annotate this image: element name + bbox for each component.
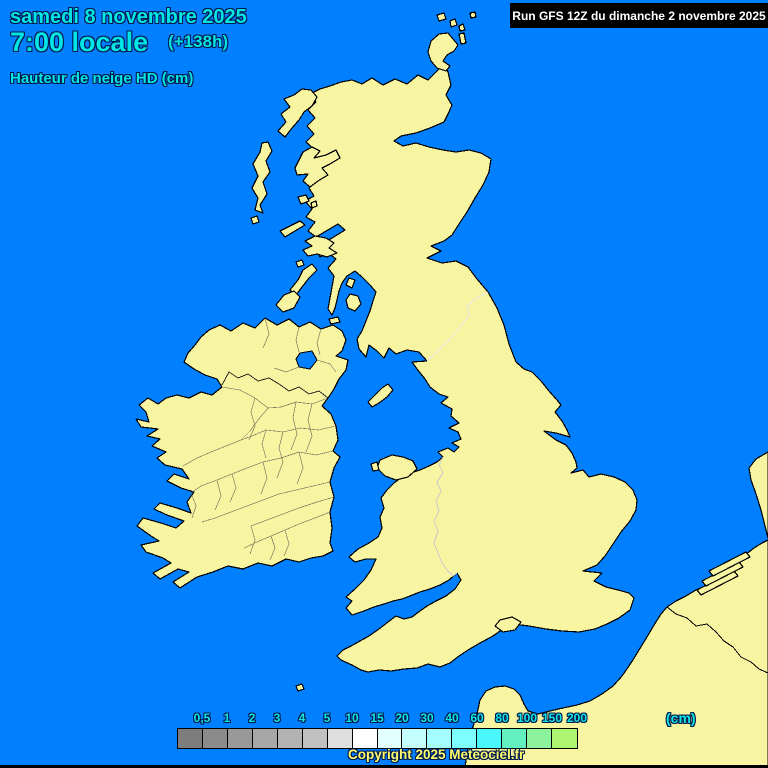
eigg	[310, 200, 318, 209]
legend-cell	[227, 729, 253, 748]
islay	[275, 290, 301, 313]
legend-tick: 4	[298, 711, 306, 725]
legend-cell	[527, 729, 553, 748]
coll-tiree	[279, 220, 306, 238]
legend-cell	[427, 729, 453, 748]
parameter-title: Hauteur de neige HD (cm)	[10, 70, 194, 87]
great-britain	[304, 63, 638, 673]
legend-tick: 200	[566, 711, 588, 725]
legend-tick: 1	[223, 711, 231, 725]
legend-tick: 5	[323, 711, 331, 725]
isle-of-wight	[494, 616, 522, 633]
legend-cell	[302, 729, 328, 748]
legend-tick: 15	[370, 711, 384, 725]
forecast-offset: (+138h)	[168, 32, 229, 51]
lough-neagh	[295, 350, 318, 370]
legend-labels: 0,5 1 2 3 4 5 10 15 20 30 40 60 80 100 150 200	[177, 711, 587, 727]
france-belgium-border	[666, 606, 768, 674]
rathlin	[328, 316, 341, 325]
northern-ireland-border	[221, 371, 329, 399]
legend-tick: 80	[495, 711, 509, 725]
model-run-box: Run GFS 12Z du dimanche 2 novembre 2025	[510, 3, 768, 28]
orkney-islet	[458, 23, 466, 32]
legend-cell	[252, 729, 278, 748]
legend-cells	[177, 728, 578, 749]
zeeland-island	[708, 551, 751, 577]
netherlands-coast	[748, 451, 768, 539]
skye	[294, 146, 341, 188]
legend-cell	[202, 729, 228, 748]
forecast-time: 7:00 locale (+138h)	[10, 27, 228, 58]
legend-tick: 20	[395, 711, 409, 725]
legend-cell	[352, 729, 378, 748]
copyright: Copyright 2025 Meteociel.fr	[348, 747, 525, 762]
legend-tick: 10	[345, 711, 359, 725]
legend-tick: 150	[541, 711, 563, 725]
legend-unit: (cm)	[666, 710, 696, 726]
legend-tick: 100	[516, 711, 538, 725]
ireland	[135, 317, 349, 589]
legend-cell	[552, 729, 577, 748]
county-borders	[182, 317, 337, 561]
legend-tick: 0,5	[193, 711, 211, 725]
arran	[345, 293, 362, 312]
lewis-harris	[277, 88, 318, 138]
legend-cell	[477, 729, 503, 748]
legend-tick: 3	[273, 711, 281, 725]
legend-cell	[402, 729, 428, 748]
legend-cell	[452, 729, 478, 748]
forecast-date: samedi 8 novembre 2025	[10, 6, 247, 28]
jura	[289, 263, 318, 296]
legend-tick: 40	[445, 711, 459, 725]
legend-tick: 30	[420, 711, 434, 725]
scotland-england-border	[426, 291, 489, 362]
orkney	[427, 32, 459, 72]
legend-cell	[178, 729, 203, 748]
orkney-islet	[469, 11, 477, 19]
legend-tick: 60	[470, 711, 484, 725]
legend-cell	[327, 729, 353, 748]
mull	[302, 235, 338, 258]
color-scale-legend: 0,5 1 2 3 4 5 10 15 20 30 40 60 80 100 150 200	[177, 711, 587, 749]
anglesey	[376, 454, 418, 481]
uist-chain	[251, 141, 273, 214]
forecast-time-label: 7:00 locale	[10, 27, 149, 57]
holy-island	[370, 461, 380, 472]
wales-england-border	[433, 456, 458, 577]
model-run-label: Run GFS 12Z du dimanche 2 novembre 2025	[512, 8, 766, 23]
bute	[345, 277, 356, 289]
isle-of-man	[367, 383, 394, 408]
orkney-islet	[436, 12, 447, 22]
scilly	[295, 683, 305, 692]
legend-cell	[277, 729, 303, 748]
barra	[250, 215, 260, 225]
legend-cell	[377, 729, 403, 748]
orkney-islet	[458, 32, 467, 45]
orkney-islet	[449, 18, 458, 28]
legend-cell	[502, 729, 528, 748]
legend-tick: 2	[248, 711, 256, 725]
rum	[297, 194, 310, 205]
colonsay	[295, 259, 305, 268]
bottom-border	[0, 765, 768, 768]
